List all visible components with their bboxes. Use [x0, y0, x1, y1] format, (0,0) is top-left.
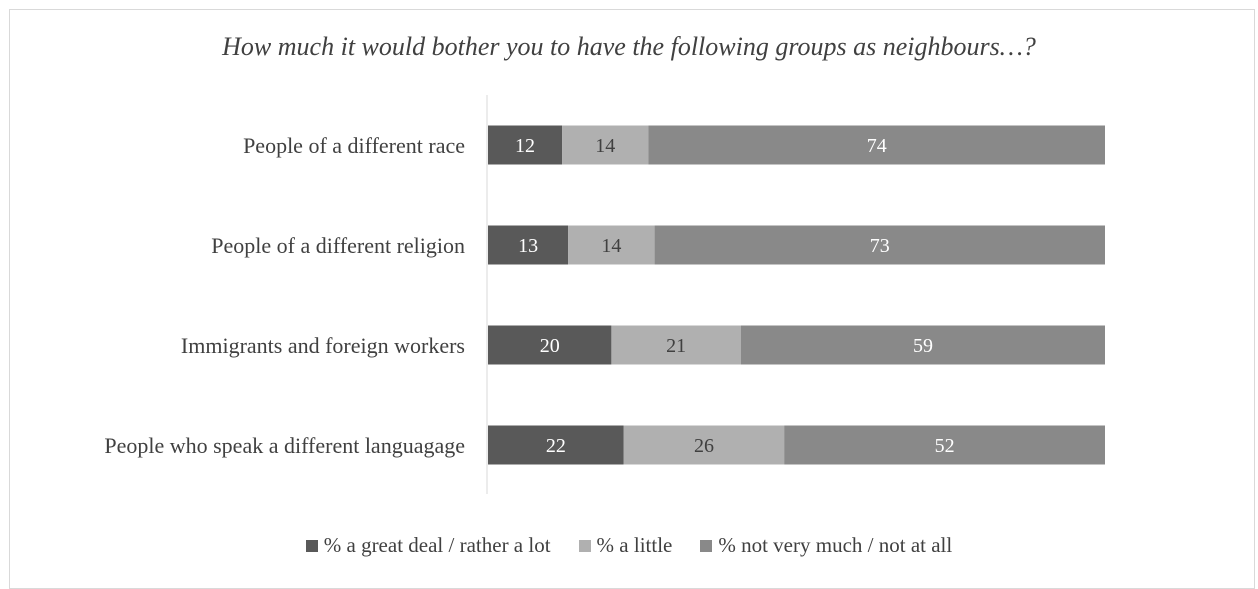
data-label: 20: [540, 335, 560, 357]
legend-label: % not very much / not at all: [718, 533, 953, 557]
data-label: 59: [913, 335, 933, 357]
legend-swatch: [700, 539, 713, 552]
data-label: 22: [546, 435, 566, 457]
legend-item-1: % a great deal / rather a lot: [305, 533, 551, 557]
chart-title: How much it would bother you to have the…: [222, 32, 1036, 61]
bar-segment-series-2: [562, 125, 649, 165]
category-label: People of a different race: [243, 133, 465, 158]
data-label: 52: [935, 435, 955, 457]
data-label: 73: [870, 235, 890, 257]
bar-segment-series-3: [740, 325, 1105, 365]
legend-swatch: [578, 539, 591, 552]
legend-label: % a great deal / rather a lot: [323, 533, 551, 557]
data-label: 14: [595, 135, 615, 157]
bar-chart: People of a different race 12 14 74 People o…: [104, 95, 1105, 494]
data-label: 13: [518, 235, 538, 257]
bar-segment-series-3: [784, 425, 1105, 465]
data-label: 14: [601, 235, 621, 257]
bar-segment-series-1: [488, 225, 569, 265]
data-label: 74: [867, 135, 887, 157]
bar-segment-series-3: [654, 225, 1105, 265]
data-label: 12: [515, 135, 535, 157]
legend-item-2: % a little: [578, 533, 673, 557]
bar-segment-series-1: [488, 425, 624, 465]
bar-segment-series-3: [648, 125, 1105, 165]
legend-label: % a little: [596, 533, 673, 557]
chart-legend: % a great deal / rather a lot % a little%…: [0, 535, 1258, 556]
data-label: 21: [666, 335, 686, 357]
data-label: 26: [694, 435, 714, 457]
legend-swatch: [305, 539, 318, 552]
bar-segment-series-2: [623, 425, 785, 465]
category-label: People of a different religion: [211, 233, 465, 258]
bar-segment-series-1: [488, 125, 563, 165]
bar-segment-series-1: [488, 325, 612, 365]
bar-segment-series-2: [568, 225, 655, 265]
bar-segment-series-2: [611, 325, 741, 365]
category-label: Immigrants and foreign workers: [181, 333, 465, 358]
category-label: People who speak a different languagage: [104, 433, 465, 458]
legend-item-3: % not very much / not at all: [700, 535, 952, 556]
